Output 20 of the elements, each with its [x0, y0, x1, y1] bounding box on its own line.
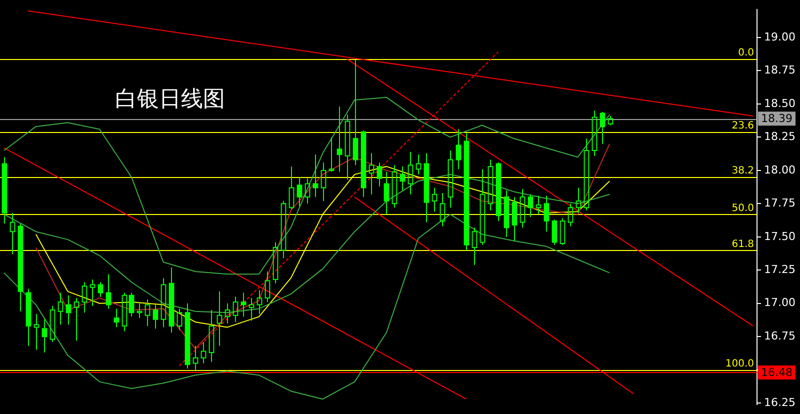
y-tick-label: 18.25 [764, 130, 796, 144]
annotation: 100.0 [725, 358, 754, 370]
annotation: 38.2 [732, 166, 754, 177]
y-tick-label: 17.75 [764, 196, 796, 210]
y-tick-label: 18.50 [764, 96, 796, 110]
annotation: 61.8 [732, 238, 754, 250]
annotation: 0.0 [738, 47, 754, 58]
ref-line-label: 18.39 [761, 112, 792, 125]
y-tick-label: 17.00 [764, 296, 796, 310]
annotation: 23.6 [732, 120, 754, 132]
y-tick-label: 16.25 [764, 396, 796, 409]
y-tick-label: 16.75 [764, 329, 796, 342]
y-tick-label: 18.00 [764, 163, 796, 176]
text: 白银日线图 [115, 86, 225, 114]
y-tick-label: 17.25 [764, 263, 796, 276]
y-tick-label: 17.50 [764, 230, 796, 243]
ref-line-label: 16.48 [761, 366, 792, 379]
annotation: 50.0 [732, 202, 754, 214]
y-tick-label: 19.00 [764, 30, 796, 44]
y-tick-label: 18.75 [764, 64, 796, 77]
